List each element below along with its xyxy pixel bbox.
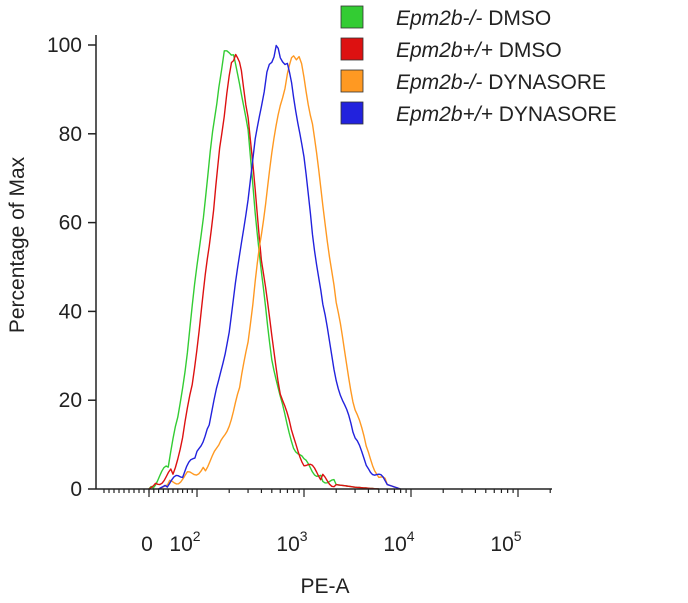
series-line-1 — [148, 53, 379, 490]
x-tick-label: 104 — [383, 528, 414, 556]
x-ticks: 0 102 103 104 105 — [103, 489, 551, 556]
y-tick-label: 60 — [59, 212, 82, 235]
x-tick-label: 0 — [141, 533, 153, 556]
legend-swatch — [340, 69, 364, 93]
y-tick-label: 0 — [70, 478, 82, 501]
legend-label: Epm2b+/+ DMSO — [396, 39, 562, 62]
legend-label: Epm2b+/+ DYNASORE — [396, 103, 617, 126]
x-tick-label: 105 — [490, 528, 521, 556]
y-ticks: 0 20 40 60 80 100 — [47, 34, 96, 501]
series-line-2 — [158, 55, 401, 490]
y-tick-label: 100 — [47, 34, 82, 57]
legend-label: Epm2b-/- DMSO — [396, 7, 551, 30]
x-tick-label: 102 — [169, 528, 200, 556]
x-axis-title: PE-A — [300, 575, 349, 598]
series-line-3 — [158, 44, 401, 490]
x-tick-label: 103 — [276, 528, 307, 556]
legend: Epm2b-/- DMSO Epm2b+/+ DMSO Epm2b-/- DYNAS… — [340, 5, 617, 126]
legend-swatch — [340, 37, 364, 61]
plot-lines — [148, 44, 401, 490]
y-tick-label: 40 — [59, 300, 82, 323]
legend-swatch — [340, 101, 364, 125]
y-tick-label: 80 — [59, 123, 82, 146]
y-axis-title: Percentage of Max — [6, 156, 29, 333]
y-tick-label: 20 — [59, 389, 82, 412]
legend-label: Epm2b-/- DYNASORE — [396, 71, 606, 94]
legend-swatch — [340, 5, 364, 29]
